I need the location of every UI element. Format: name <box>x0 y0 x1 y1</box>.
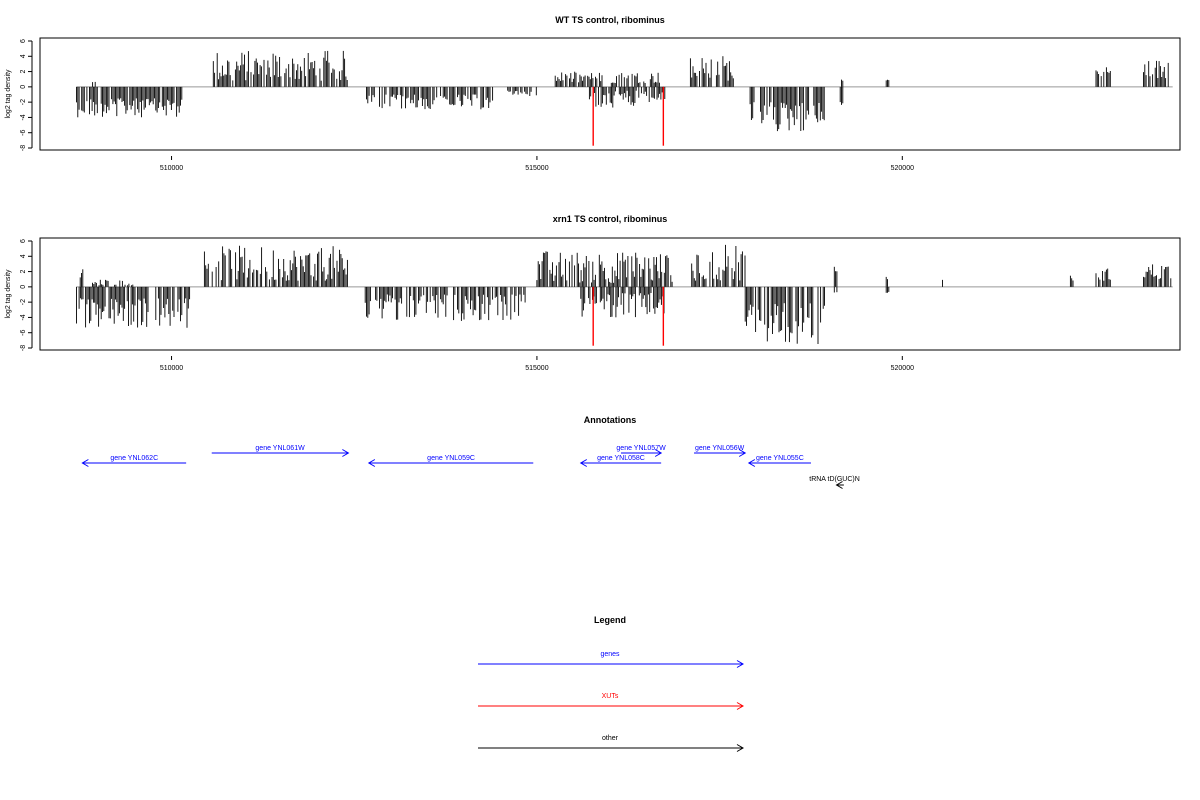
y-tick-label: -4 <box>20 114 27 120</box>
feature-arrow-head <box>579 459 588 467</box>
feature-arrow-head <box>654 449 663 457</box>
x-axis: 510000 515000 520000 <box>160 356 914 372</box>
y-tick-label: -2 <box>20 99 27 105</box>
feature-arrow-head <box>367 459 376 467</box>
x-tick-label: 515000 <box>525 365 548 372</box>
feature-label: gene YNL056W <box>695 445 745 452</box>
legend-arrow-head <box>736 702 744 710</box>
feature-arrow-head <box>738 449 747 457</box>
x-tick-label: 520000 <box>891 165 914 172</box>
feature-label: gene YNL061W <box>255 445 305 452</box>
y-tick-label: -6 <box>20 130 27 136</box>
feature-gene-ynl058c: gene YNL058C <box>579 455 662 467</box>
plot-frame <box>39 37 1181 151</box>
y-tick-label: -4 <box>20 314 27 320</box>
y-tick-label: 6 <box>20 39 27 43</box>
coverage-bars <box>76 244 1173 346</box>
feature-label: gene YNL059C <box>427 455 475 462</box>
legend-arrow-head <box>736 660 744 668</box>
wt-coverage-panel: WT TS control, ribominus log2 tag densit… <box>5 15 1181 172</box>
y-tick-label: 2 <box>20 270 27 274</box>
feature-trna-td-guc-n: tRNA tD(GUC)N <box>809 476 860 489</box>
panel-title: WT TS control, ribominus <box>555 15 665 25</box>
legend-item-genes: genes <box>478 651 744 668</box>
legend-item-xuts: XUTs <box>478 693 744 710</box>
y-tick-label: 4 <box>20 254 27 258</box>
feature-gene-ynl061w: gene YNL061W <box>211 445 350 457</box>
legend-title: Legend <box>594 615 626 625</box>
y-tick-label: 4 <box>20 54 27 58</box>
legend-label: genes <box>600 651 620 658</box>
feature-gene-ynl059c: gene YNL059C <box>367 455 534 467</box>
feature-arrow-head <box>81 459 89 467</box>
feature-list: gene YNL062C gene YNL061W gene YNL059C gene… <box>81 445 860 489</box>
annotations-title: Annotations <box>584 415 637 425</box>
feature-gene-ynl055c: gene YNL055C <box>747 455 811 467</box>
coverage-bars <box>76 50 1173 146</box>
x-axis: 510000 515000 520000 <box>160 156 914 172</box>
y-tick-label: -8 <box>20 345 27 351</box>
y-tick-label: 6 <box>20 239 27 243</box>
feature-gene-ynl062c: gene YNL062C <box>81 455 187 467</box>
feature-label: gene YNL055C <box>756 455 804 462</box>
y-tick-label: 2 <box>20 70 27 74</box>
feature-arrow-head <box>747 459 756 467</box>
y-tick-label: -8 <box>20 145 27 151</box>
plot-frame <box>39 237 1181 351</box>
x-tick-label: 510000 <box>160 365 183 372</box>
x-tick-label: 520000 <box>891 365 914 372</box>
y-axis: -8 -6 -4 -2 0 2 4 6 <box>20 39 33 151</box>
feature-label: tRNA tD(GUC)N <box>809 476 860 483</box>
legend-label: XUTs <box>602 693 619 700</box>
feature-label: gene YNL062C <box>110 455 158 462</box>
xrn1-coverage-panel: xrn1 TS control, ribominus log2 tag dens… <box>5 214 1181 372</box>
x-tick-label: 510000 <box>160 165 183 172</box>
feature-gene-ynl057w: gene YNL057W <box>616 445 666 457</box>
legend-items: genes XUTs other <box>478 651 744 752</box>
legend-arrow-head <box>736 744 744 752</box>
y-tick-label: 0 <box>20 285 27 289</box>
y-axis-label: log2 tag density <box>5 269 12 319</box>
y-axis: -8 -6 -4 -2 0 2 4 6 <box>20 239 33 351</box>
legend-label: other <box>602 735 619 742</box>
feature-arrow-head <box>835 481 843 489</box>
x-tick-label: 515000 <box>525 165 548 172</box>
feature-label: gene YNL057W <box>616 445 666 452</box>
y-tick-label: 0 <box>20 85 27 89</box>
panel-title: xrn1 TS control, ribominus <box>553 214 668 224</box>
feature-arrow-head <box>342 449 350 457</box>
legend: Legend genes XUTs other <box>478 615 744 752</box>
feature-gene-ynl056w: gene YNL056W <box>694 445 747 457</box>
legend-item-other: other <box>478 735 744 752</box>
feature-label: gene YNL058C <box>597 455 645 462</box>
y-tick-label: -6 <box>20 330 27 336</box>
y-axis-label: log2 tag density <box>5 69 12 119</box>
y-tick-label: -2 <box>20 299 27 305</box>
